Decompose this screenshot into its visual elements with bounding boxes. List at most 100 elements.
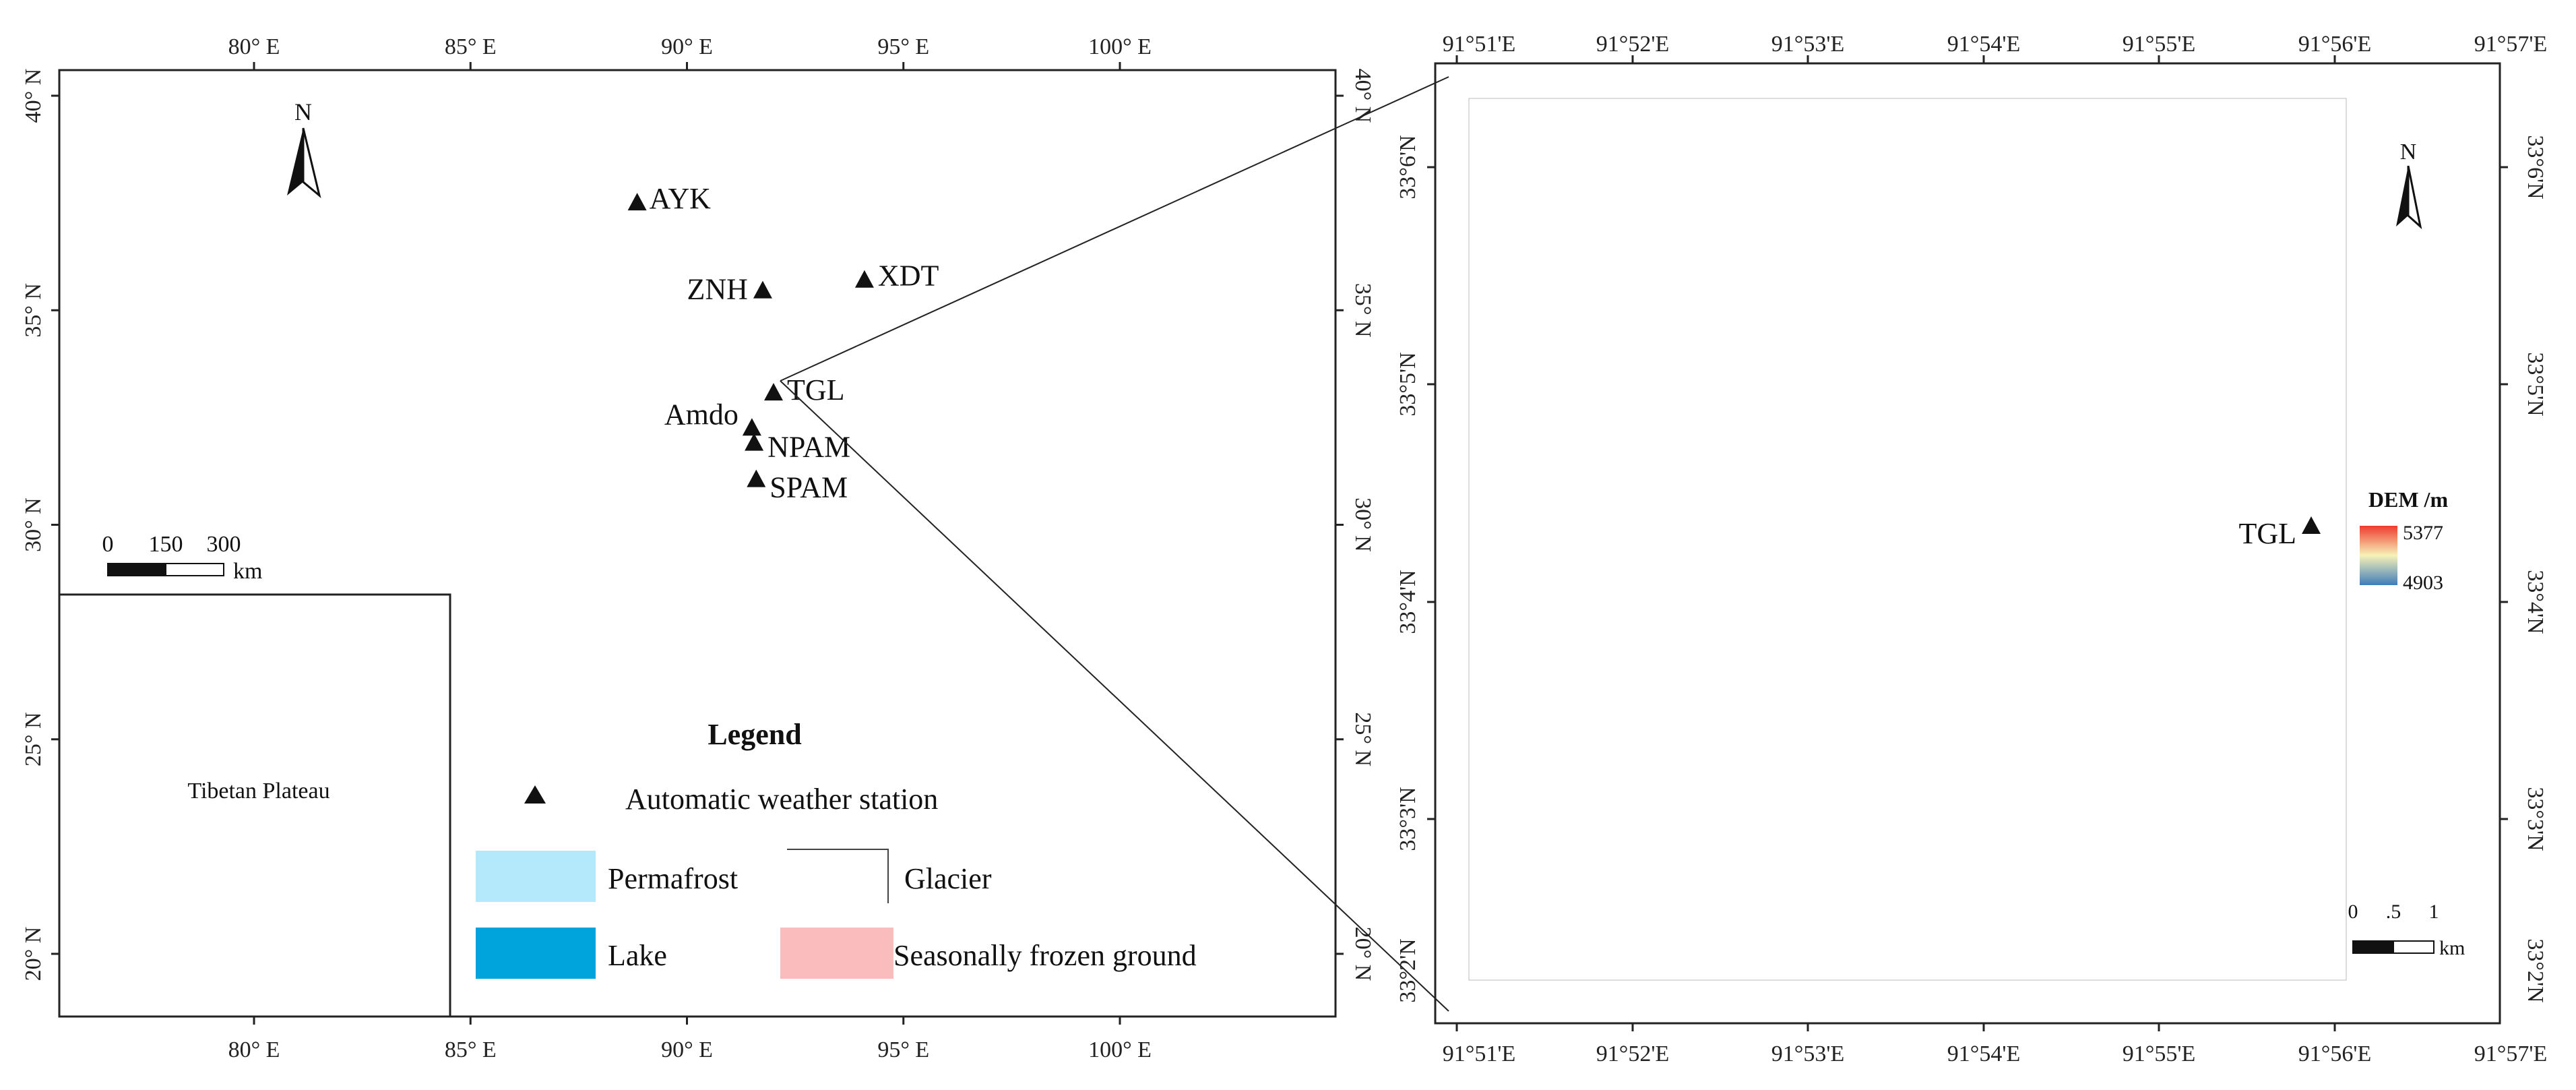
dem-raster-area bbox=[1468, 98, 2347, 981]
right-lat-tick-label-right: 33°2'N bbox=[2523, 938, 2548, 1002]
legend-station-label: Automatic weather station bbox=[625, 783, 938, 816]
right-scale-label-half: .5 bbox=[2386, 901, 2401, 923]
station-icon bbox=[753, 280, 772, 299]
lon-tick-label-bottom: 85° E bbox=[445, 1037, 497, 1062]
scale-bar-label-300: 300 bbox=[207, 532, 241, 557]
station-icon bbox=[854, 270, 874, 288]
lon-tick-label-top: 90° E bbox=[661, 34, 713, 59]
lat-tick-label-right: 25° N bbox=[1350, 712, 1375, 766]
right-lon-tick-label-bottom: 91°54'E bbox=[1947, 1041, 2021, 1066]
legend: Legend Automatic weather station Permafr… bbox=[476, 718, 1197, 979]
legend-lake-label: Lake bbox=[608, 939, 667, 972]
right-lat-tick-label-left: 33°3'N bbox=[1395, 787, 1420, 851]
dem-legend-title: DEM /m bbox=[2368, 487, 2449, 512]
scale-bar-label-150: 150 bbox=[149, 532, 183, 557]
right-lon-tick-label-top: 91°54'E bbox=[1947, 32, 2021, 57]
station-tgl: TGL bbox=[764, 373, 845, 406]
lon-tick-label-top: 95° E bbox=[877, 34, 929, 59]
inset-label: Tibetan Plateau bbox=[187, 779, 329, 804]
right-lon-tick-label-bottom: 91°53'E bbox=[1771, 1041, 1845, 1066]
lat-tick-label-left: 40° N bbox=[21, 69, 46, 123]
right-scale-unit: km bbox=[2439, 937, 2465, 959]
station-icon bbox=[742, 418, 761, 436]
right-lon-tick-label-top: 91°57'E bbox=[2474, 32, 2548, 57]
lat-tick-label-left: 35° N bbox=[21, 283, 46, 338]
station-ayk: AYK bbox=[627, 182, 712, 215]
lat-tick-label-right: 35° N bbox=[1350, 283, 1375, 338]
dem-max-label: 5377 bbox=[2403, 522, 2443, 544]
lon-tick-label-bottom: 95° E bbox=[877, 1037, 929, 1062]
lon-tick-label-bottom: 90° E bbox=[661, 1037, 713, 1062]
tgl-station-label: TGL bbox=[2238, 517, 2296, 550]
lon-tick-label-top: 100° E bbox=[1088, 34, 1152, 59]
right-scale-bar: 0 .5 1 km bbox=[2348, 901, 2465, 959]
inset-map: Tibetan Plateau bbox=[58, 593, 451, 1018]
north-arrow-icon: N bbox=[2396, 140, 2422, 230]
dem-legend: DEM /m 5377 4903 bbox=[2360, 487, 2448, 594]
right-lat-tick-label-left: 33°4'N bbox=[1395, 570, 1420, 634]
legend-glacier-swatch bbox=[787, 849, 889, 903]
right-lon-tick-label-bottom: 91°56'E bbox=[2298, 1041, 2372, 1066]
right-lon-tick-label-top: 91°53'E bbox=[1771, 32, 1845, 57]
right-lon-tick-label-bottom: 91°57'E bbox=[2474, 1041, 2548, 1066]
right-lon-tick-label-top: 91°52'E bbox=[1596, 32, 1670, 57]
right-lat-tick-label-right: 33°4'N bbox=[2523, 570, 2548, 634]
legend-lake-swatch bbox=[476, 928, 596, 979]
lat-tick-label-right: 40° N bbox=[1350, 69, 1375, 123]
station-xdt: XDT bbox=[854, 260, 939, 293]
left-lon-ticks: 80° E 80° E 85° E 85° E 90° E 90° E 95° E 95° E… bbox=[228, 34, 1152, 1062]
north-arrow-label: N bbox=[294, 98, 312, 125]
dem-color-ramp bbox=[2360, 526, 2397, 585]
right-lat-tick-label-right: 33°3'N bbox=[2523, 787, 2548, 851]
station-label: TGL bbox=[787, 373, 845, 406]
station-label: NPAM bbox=[767, 431, 850, 464]
station-markers: AYK ZNH XDT TGL Amdo NPAM SPAM bbox=[627, 182, 939, 504]
lon-tick-label-top: 85° E bbox=[445, 34, 497, 59]
right-lon-tick-label-top: 91°55'E bbox=[2123, 32, 2196, 57]
station-icon bbox=[764, 383, 783, 401]
station-znh: ZNH bbox=[687, 273, 772, 306]
lat-tick-label-left: 25° N bbox=[21, 712, 46, 766]
right-lon-tick-label-top: 91°56'E bbox=[2298, 32, 2372, 57]
scale-bar-label-0: 0 bbox=[102, 532, 114, 557]
dem-min-label: 4903 bbox=[2403, 572, 2443, 594]
legend-permafrost-swatch bbox=[476, 851, 596, 902]
right-lat-tick-label-left: 33°6'N bbox=[1395, 135, 1420, 199]
station-icon bbox=[745, 433, 764, 451]
right-lon-tick-label-bottom: 91°51'E bbox=[1443, 1041, 1516, 1066]
right-lat-tick-label-right: 33°6'N bbox=[2523, 135, 2548, 199]
tgl-station-marker: TGL bbox=[2238, 516, 2321, 550]
right-lat-tick-label-right: 33°5'N bbox=[2523, 352, 2548, 416]
station-label: ZNH bbox=[687, 273, 748, 306]
right-scale-label-1: 1 bbox=[2429, 901, 2439, 923]
right-north-arrow-label: N bbox=[2400, 140, 2417, 164]
right-lat-tick-label-left: 33°5'N bbox=[1395, 352, 1420, 416]
scale-bar-unit: km bbox=[233, 559, 262, 584]
lon-tick-label-bottom: 100° E bbox=[1088, 1037, 1152, 1062]
right-lon-tick-label-bottom: 91°52'E bbox=[1596, 1041, 1670, 1066]
legend-glacier-label: Glacier bbox=[904, 862, 992, 895]
left-scale-bar: 0 150 300 km bbox=[102, 532, 263, 584]
legend-permafrost-label: Permafrost bbox=[608, 862, 738, 895]
station-label: AYK bbox=[650, 182, 712, 215]
right-map-frame bbox=[1434, 62, 2501, 1025]
station-npam: NPAM bbox=[745, 431, 850, 464]
lat-tick-label-left: 20° N bbox=[21, 927, 46, 981]
station-amdo: Amdo bbox=[664, 398, 761, 436]
station-label: XDT bbox=[878, 260, 939, 293]
right-lon-ticks: 91°51'E 91°51'E 91°52'E 91°52'E 91°53'E 91°53… bbox=[1443, 32, 2548, 1066]
legend-seasonal-swatch bbox=[780, 928, 893, 979]
lat-tick-label-left: 30° N bbox=[21, 497, 46, 552]
right-lon-tick-label-bottom: 91°55'E bbox=[2123, 1041, 2196, 1066]
station-icon bbox=[627, 193, 647, 211]
legend-seasonal-label: Seasonally frozen ground bbox=[893, 939, 1197, 972]
right-lon-tick-label-top: 91°51'E bbox=[1443, 32, 1516, 57]
right-lat-ticks: 33°6'N 33°6'N 33°5'N 33°5'N 33°4'N 33°4'N 33°3… bbox=[1395, 135, 2548, 1002]
lat-tick-label-right: 20° N bbox=[1350, 927, 1375, 981]
station-icon bbox=[747, 469, 766, 487]
legend-station-icon bbox=[524, 785, 546, 804]
lat-tick-label-right: 30° N bbox=[1350, 497, 1375, 552]
left-map: 80° E 80° E 85° E 85° E 90° E 90° E 95° E 95° E… bbox=[21, 34, 1375, 1062]
legend-title: Legend bbox=[708, 718, 801, 751]
